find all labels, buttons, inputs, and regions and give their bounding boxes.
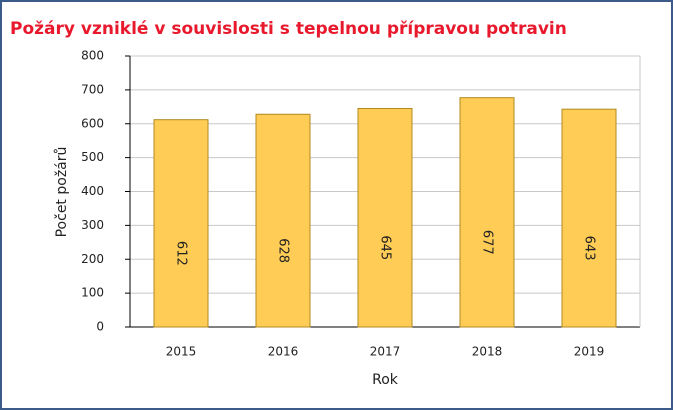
bar (561, 108, 617, 328)
value-label: 677 (480, 230, 495, 255)
value-label: 643 (582, 236, 597, 261)
x-tick-label: 2018 (472, 345, 503, 359)
y-tick-label: 300 (81, 218, 104, 232)
bar (459, 97, 515, 328)
y-tick-label: 800 (81, 49, 104, 63)
value-label: 645 (378, 235, 393, 260)
x-tick-label: 2019 (574, 345, 605, 359)
y-tick-label: 600 (81, 116, 104, 130)
y-tick-label: 200 (81, 252, 104, 266)
bar (357, 108, 413, 328)
bar (255, 113, 311, 328)
y-axis-label: Počet požárů (54, 147, 70, 238)
y-tick-label: 700 (81, 82, 104, 96)
value-label: 628 (276, 238, 291, 263)
x-tick-label: 2015 (166, 345, 197, 359)
x-tick-label: 2016 (268, 345, 299, 359)
y-tick-label: 400 (81, 184, 104, 198)
value-label: 612 (174, 241, 189, 266)
y-tick-label: 0 (96, 320, 104, 334)
x-tick-label: 2017 (370, 345, 401, 359)
bar (153, 119, 209, 328)
y-tick-label: 500 (81, 150, 104, 164)
y-tick-label: 100 (81, 286, 104, 300)
chart-title: Požáry vzniklé v souvislosti s tepelnou … (10, 19, 567, 39)
x-axis-label: Rok (372, 372, 399, 388)
